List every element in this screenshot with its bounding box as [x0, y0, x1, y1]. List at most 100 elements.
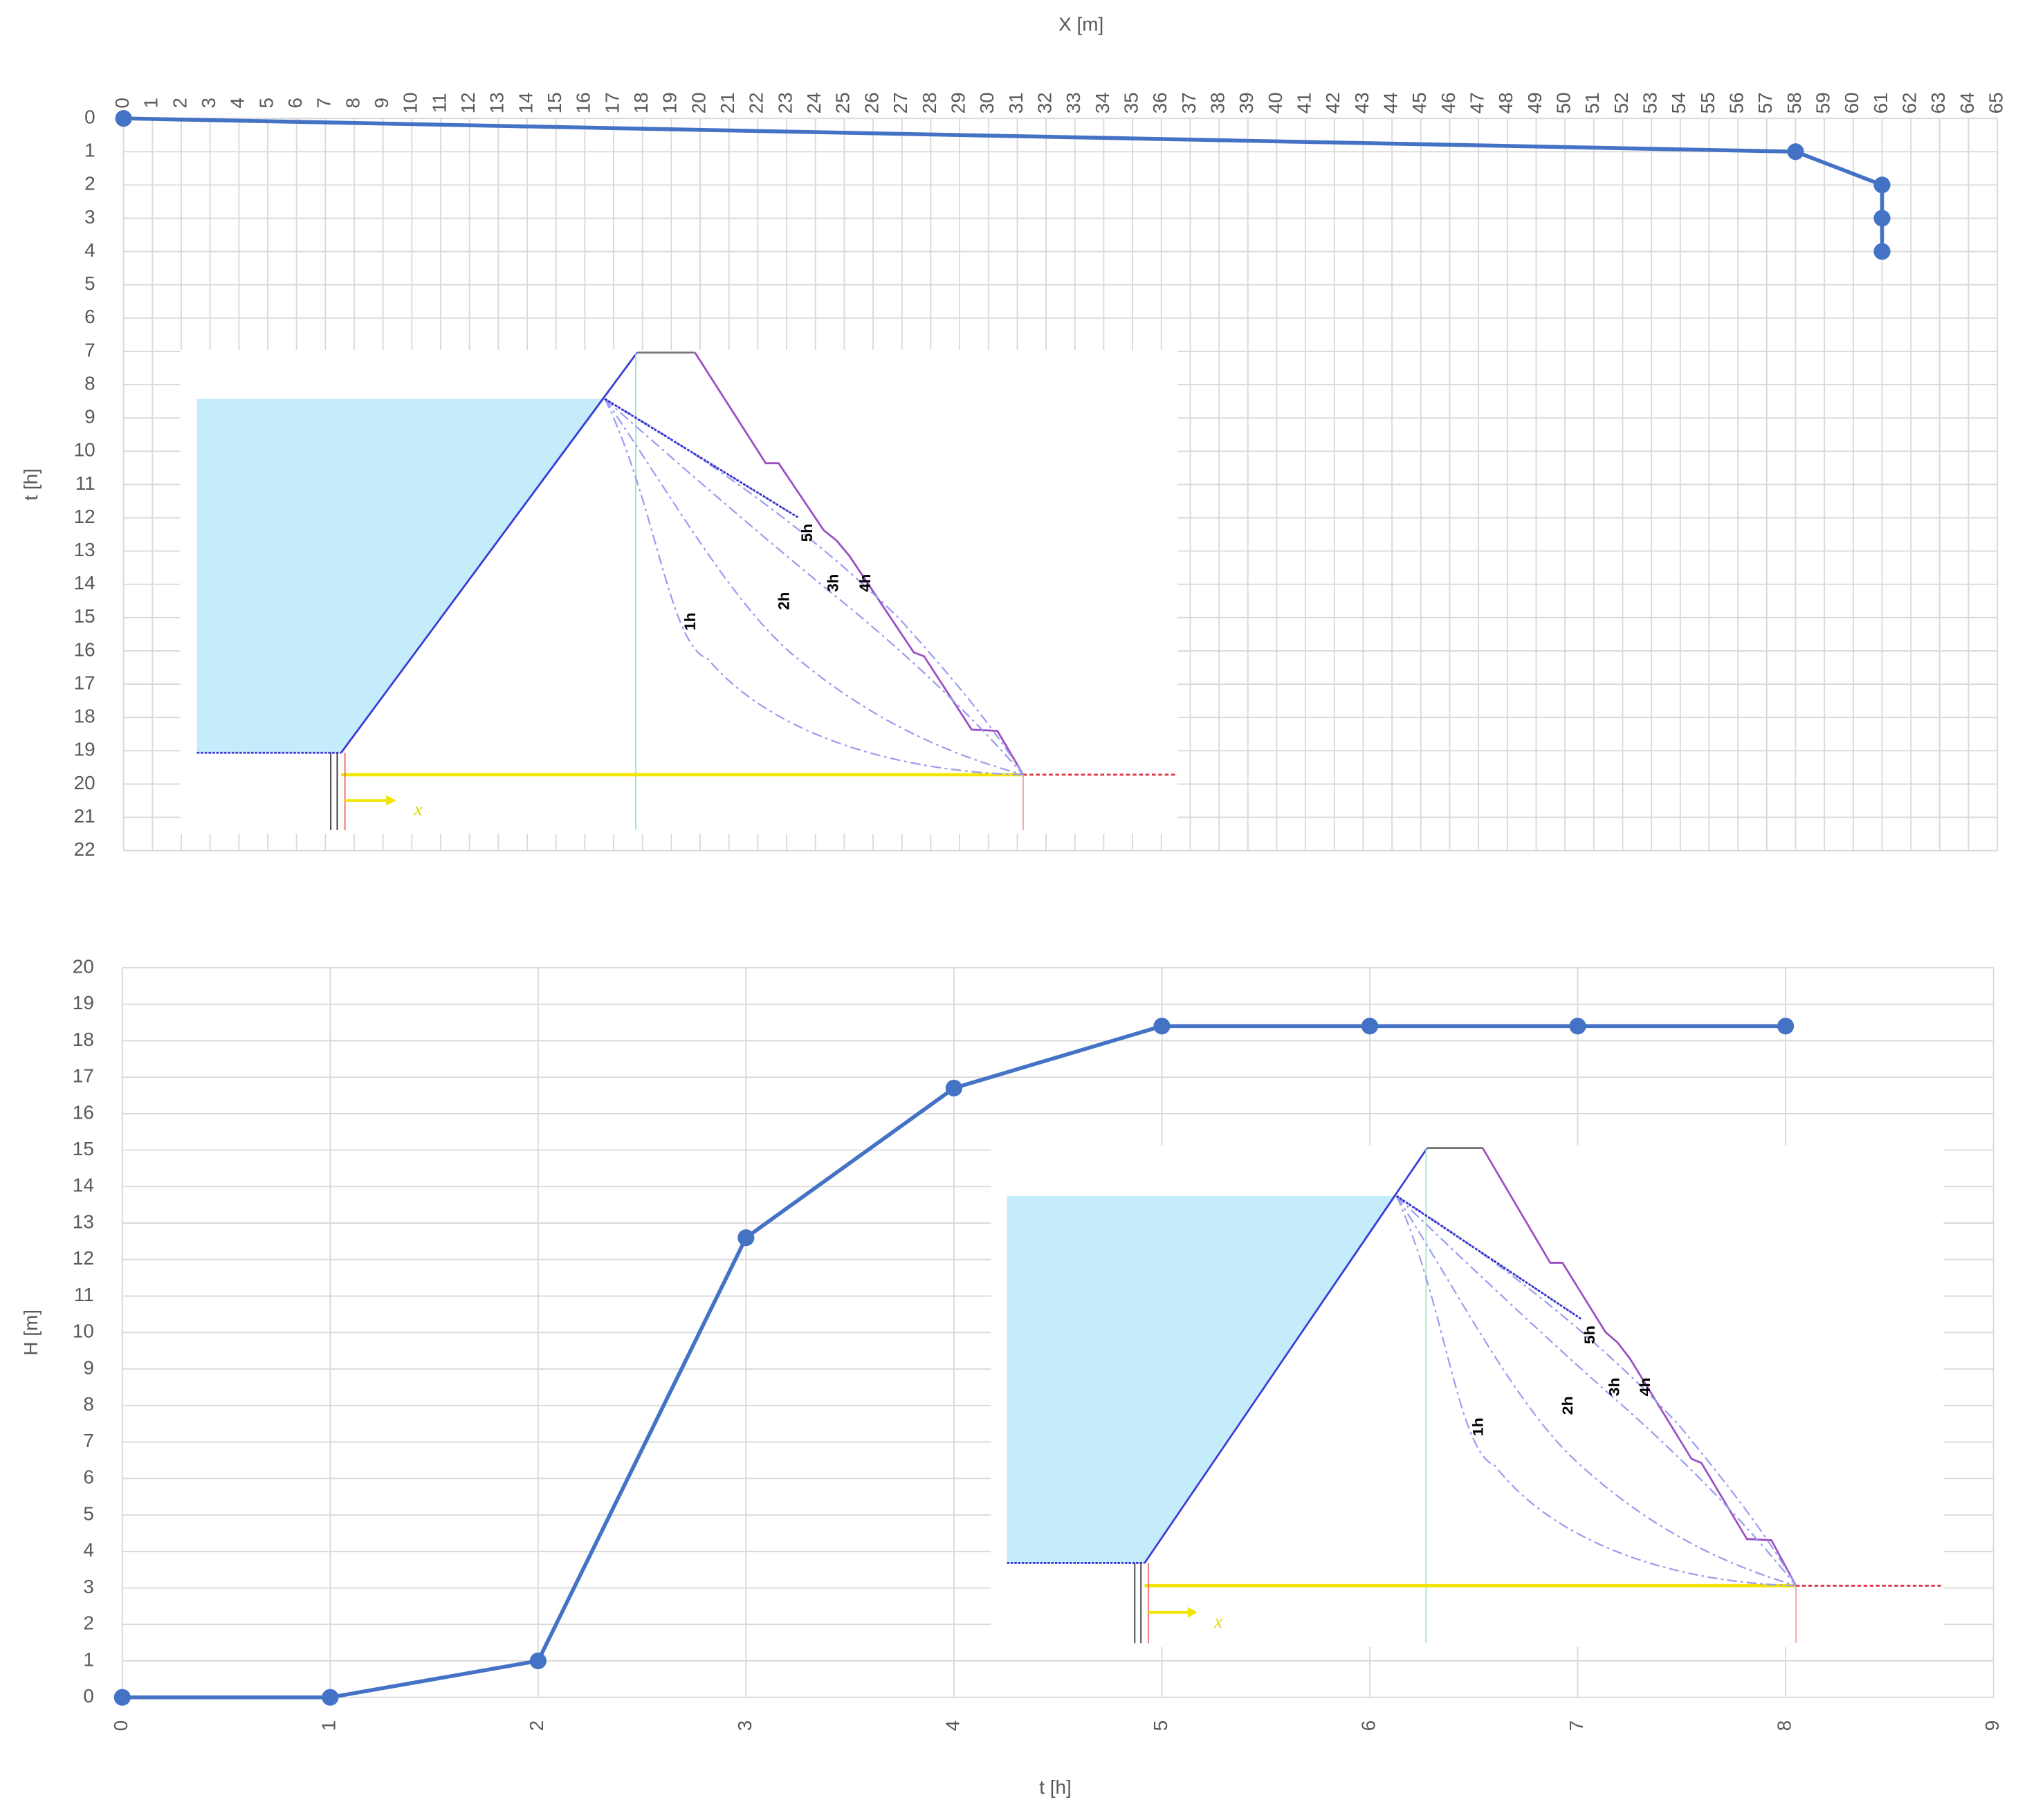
x-tick-label: 34	[1092, 92, 1113, 113]
x-arrowhead	[1187, 1607, 1198, 1618]
x-tick-label: 11	[428, 93, 450, 113]
data-point	[1153, 1018, 1171, 1035]
x-tick-label: 52	[1611, 92, 1632, 113]
y-tick-label: 17	[74, 672, 95, 693]
x-tick-label: 54	[1668, 92, 1689, 113]
y-tick-label: 10	[74, 439, 95, 461]
x-tick-label: 17	[601, 92, 623, 113]
x-tick-label: 49	[1524, 92, 1545, 113]
data-point	[529, 1652, 547, 1670]
x-tick-label: 18	[630, 92, 652, 113]
data-point	[1873, 243, 1891, 260]
y-tick-label: 8	[83, 1393, 94, 1415]
y-tick-label: 20	[74, 772, 95, 793]
x-tick-label: 27	[890, 92, 911, 113]
x-tick-label: 41	[1293, 92, 1314, 113]
y-tick-label: 13	[74, 539, 95, 560]
x-tick-label: 13	[486, 92, 508, 113]
x-tick-label: 6	[284, 98, 306, 109]
x-tick-label: 55	[1697, 92, 1718, 113]
x-symbol: x	[1213, 1610, 1222, 1633]
y-tick-label: 2	[84, 173, 95, 194]
y-tick-label: 6	[83, 1467, 94, 1488]
x-tick-label: 9	[1981, 1720, 2003, 1731]
x-tick-label: 4	[227, 98, 248, 109]
y-tick-label: 0	[83, 1685, 94, 1707]
x-tick-label: 48	[1495, 92, 1516, 113]
inset-diagram: 1h 2h 3h 4h 5h x	[991, 1145, 1944, 1647]
y-tick-label: 3	[83, 1576, 94, 1597]
y-tick-label: 7	[83, 1430, 94, 1451]
x-tick-label: 12	[457, 92, 479, 113]
x-tick-label: 65	[1985, 92, 2007, 113]
x-tick-label: 47	[1467, 92, 1488, 113]
x-tick-label: 21	[717, 92, 738, 113]
x-tick-label: 1	[318, 1720, 340, 1731]
y-tick-label: 4	[84, 239, 95, 261]
curve-label: 2h	[1559, 1396, 1576, 1415]
x-tick-label: 0	[111, 98, 133, 109]
y-axis-title: t [h]	[20, 468, 42, 501]
curve-label: 3h	[824, 574, 841, 592]
x-tick-label: 58	[1783, 92, 1805, 113]
x-tick-label: 31	[1005, 92, 1027, 113]
x-tick-label: 60	[1841, 92, 1862, 113]
x-tick-label: 37	[1178, 92, 1200, 113]
data-point	[322, 1689, 339, 1706]
x-tick-label: 2	[526, 1720, 547, 1731]
inset-diagram: 1h 2h 3h 4h 5h x	[180, 349, 1178, 834]
y-tick-label: 18	[74, 706, 95, 727]
data-point	[945, 1079, 963, 1097]
data-point	[1873, 210, 1891, 227]
y-tick-label: 11	[75, 472, 95, 494]
data-point	[1873, 176, 1891, 194]
x-tick-label: 22	[746, 92, 767, 113]
curve-label: 3h	[1606, 1377, 1622, 1396]
x-tick-label: 36	[1149, 92, 1171, 113]
x-tick-label: 16	[573, 92, 594, 113]
y-tick-label: 6	[84, 306, 95, 327]
y-tick-label: 22	[74, 838, 95, 860]
curve-label: 4h	[856, 574, 874, 592]
x-tick-label: 42	[1322, 92, 1343, 113]
x-tick-label: 9	[371, 98, 392, 109]
dam-downstream	[694, 351, 1025, 775]
x-tick-label: 62	[1899, 92, 1920, 113]
x-tick-label: 8	[342, 98, 363, 109]
x-tick-label: 56	[1726, 92, 1748, 113]
x-tick-label: 63	[1927, 92, 1949, 113]
x-tick-label: 59	[1813, 92, 1834, 113]
x-tick-label: 7	[1566, 1720, 1587, 1731]
seepage-main	[604, 398, 799, 519]
y-tick-label: 15	[74, 605, 95, 627]
y-tick-label: 14	[74, 572, 95, 594]
x-tick-label: 50	[1553, 92, 1575, 113]
y-tick-label: 14	[73, 1175, 94, 1196]
data-point	[1569, 1018, 1586, 1035]
data-point	[1361, 1018, 1379, 1035]
x-tick-label: 19	[659, 92, 681, 113]
y-tick-label: 12	[73, 1247, 94, 1269]
data-point	[737, 1229, 755, 1247]
seepage-line	[604, 398, 1024, 775]
x-tick-label: 15	[544, 92, 565, 113]
y-tick-label: 7	[84, 339, 95, 360]
x-tick-label: 10	[400, 92, 421, 113]
seepage-line	[1395, 1195, 1797, 1587]
y-tick-label: 20	[73, 955, 94, 977]
x-tick-label: 33	[1063, 92, 1084, 113]
x-tick-label: 2	[169, 98, 190, 109]
x-tick-label: 40	[1265, 92, 1286, 113]
x-symbol: x	[413, 798, 423, 820]
x-tick-label: 25	[832, 92, 854, 113]
seepage-line	[604, 398, 1024, 775]
x-tick-label: 30	[976, 92, 998, 113]
x-tick-label: 51	[1581, 92, 1603, 113]
y-tick-label: 0	[84, 107, 95, 128]
data-point	[115, 110, 132, 127]
y-tick-label: 10	[73, 1321, 94, 1342]
x-axis-title: X [m]	[1058, 14, 1103, 35]
y-tick-label: 11	[74, 1284, 94, 1305]
x-tick-label: 3	[734, 1720, 755, 1731]
curve-label: 5h	[798, 524, 816, 542]
